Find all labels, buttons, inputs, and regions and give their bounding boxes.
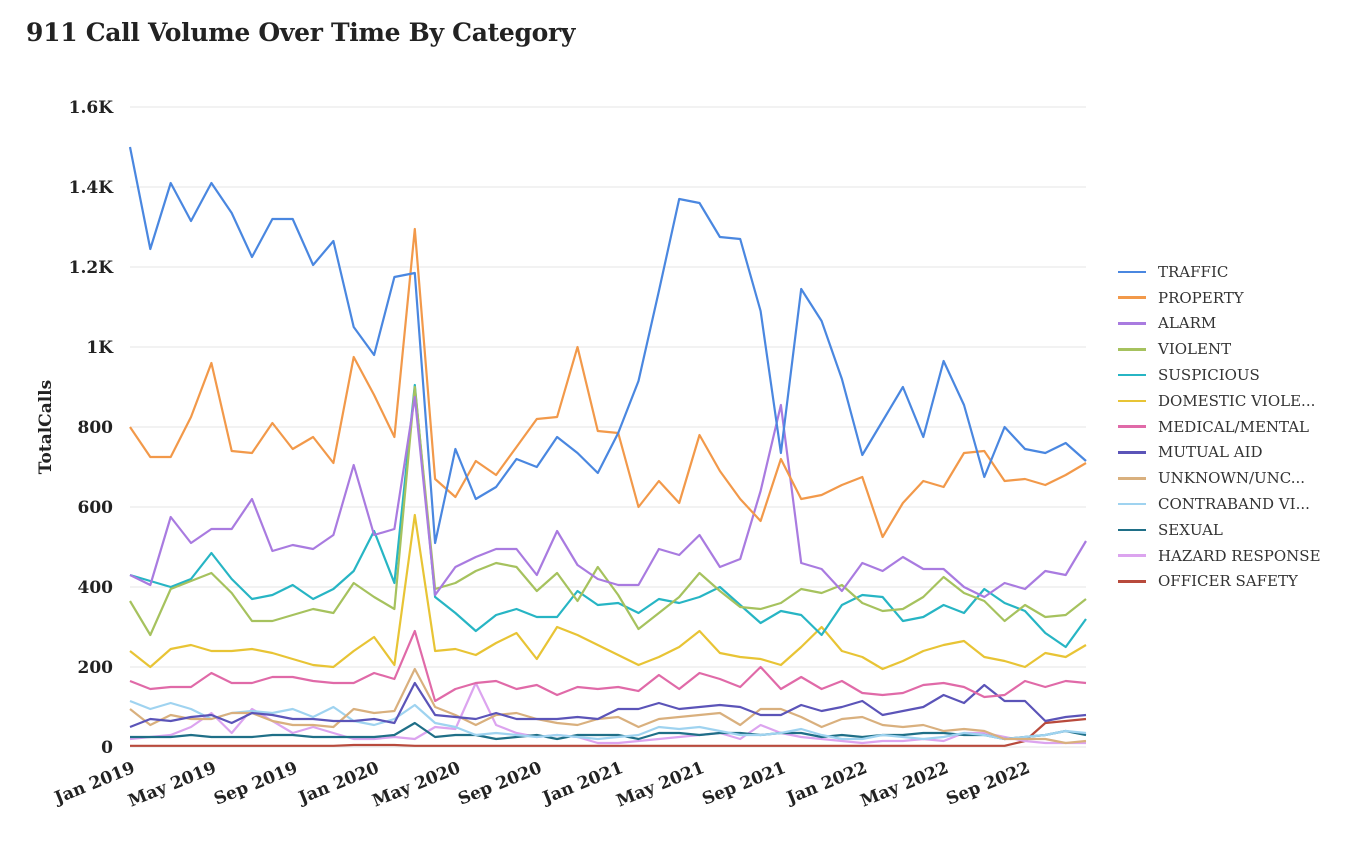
legend-swatch: [1118, 528, 1146, 532]
legend-item[interactable]: OFFICER SAFETY: [1118, 569, 1321, 595]
legend-label: DOMESTIC VIOLE...: [1158, 391, 1316, 410]
x-tick-label: Jan 2022: [782, 758, 870, 809]
legend-label: ALARM: [1158, 314, 1217, 333]
chart-title: 911 Call Volume Over Time By Category: [26, 18, 576, 47]
legend-item[interactable]: DOMESTIC VIOLE...: [1118, 388, 1321, 414]
legend-label: MEDICAL/MENTAL: [1158, 417, 1309, 436]
legend-swatch: [1118, 580, 1146, 583]
legend-item[interactable]: CONTRABAND VI...: [1118, 491, 1321, 517]
legend-label: PROPERTY: [1158, 288, 1244, 307]
legend-item[interactable]: SUSPICIOUS: [1118, 362, 1321, 388]
series-line-property[interactable]: [129, 227, 1087, 539]
legend-label: OFFICER SAFETY: [1158, 572, 1298, 591]
x-tick-label: May 2020: [370, 758, 464, 811]
legend-label: MUTUAL AID: [1158, 443, 1263, 462]
y-tick-label: 1.2K: [69, 258, 115, 278]
series-line-mutual-aid[interactable]: [129, 681, 1087, 729]
legend-swatch: [1118, 502, 1146, 506]
x-tick-label: Jan 2019: [50, 758, 138, 809]
legend-item[interactable]: HAZARD RESPONSE: [1118, 543, 1321, 569]
legend-item[interactable]: ALARM: [1118, 311, 1321, 337]
legend-swatch: [1118, 399, 1146, 403]
legend-swatch: [1118, 373, 1146, 377]
x-tick-label: Jan 2020: [294, 758, 382, 809]
y-axis-label: TotalCalls: [36, 380, 56, 474]
x-tick-label: May 2019: [126, 758, 220, 811]
legend-swatch: [1118, 425, 1146, 428]
y-tick-label: 0: [101, 738, 113, 758]
y-axis-ticks: 0 200 400 600 800 1K 1.2K 1.4K 1.6K: [69, 98, 115, 758]
legend-item[interactable]: VIOLENT: [1118, 336, 1321, 362]
legend-swatch: [1118, 270, 1146, 274]
legend-item[interactable]: TRAFFIC: [1118, 259, 1321, 285]
legend-swatch: [1118, 451, 1146, 454]
legend-swatch: [1118, 477, 1146, 480]
legend-label: SUSPICIOUS: [1158, 366, 1260, 385]
series-line-officer-safety[interactable]: [130, 717, 1087, 747]
legend-item[interactable]: MUTUAL AID: [1118, 440, 1321, 466]
y-tick-label: 200: [78, 658, 114, 678]
y-tick-label: 400: [78, 578, 114, 598]
series-line-medical-mental[interactable]: [129, 629, 1087, 703]
series-line-contraband-violations[interactable]: [129, 699, 1087, 741]
legend-item[interactable]: MEDICAL/MENTAL: [1118, 414, 1321, 440]
series-line-alarm[interactable]: [129, 395, 1087, 599]
x-tick-label: Sep 2019: [211, 758, 300, 810]
x-tick-label: Sep 2022: [944, 758, 1033, 810]
series-line-suspicious[interactable]: [129, 383, 1087, 649]
y-tick-label: 1K: [86, 338, 114, 358]
legend-label: TRAFFIC: [1158, 262, 1229, 281]
y-tick-label: 1.6K: [69, 98, 115, 118]
legend-label: CONTRABAND VI...: [1158, 495, 1310, 514]
x-tick-label: Jan 2021: [538, 758, 626, 809]
x-tick-label: May 2021: [614, 758, 708, 811]
legend-label: HAZARD RESPONSE: [1158, 546, 1321, 565]
legend-swatch: [1118, 296, 1146, 299]
x-tick-label: Sep 2020: [455, 758, 544, 810]
legend-swatch: [1118, 348, 1146, 351]
y-tick-label: 1.4K: [69, 178, 115, 198]
legend-item[interactable]: SEXUAL: [1118, 517, 1321, 543]
legend-label: UNKNOWN/UNC...: [1158, 469, 1306, 488]
legend-item[interactable]: PROPERTY: [1118, 285, 1321, 311]
legend-item[interactable]: UNKNOWN/UNC...: [1118, 465, 1321, 491]
x-tick-label: Sep 2021: [699, 758, 788, 810]
y-tick-label: 800: [78, 418, 114, 438]
series-line-sexual[interactable]: [130, 721, 1087, 741]
x-tick-label: May 2022: [858, 758, 952, 811]
legend-swatch: [1118, 322, 1146, 325]
legend-label: VIOLENT: [1158, 340, 1232, 359]
legend: TRAFFIC PROPERTY ALARM VIOLENT SUSPICIOUS DOM…: [1118, 259, 1321, 594]
legend-label: SEXUAL: [1158, 520, 1223, 539]
series-line-unknown-unclassified[interactable]: [129, 667, 1087, 745]
series-line-domestic-violence[interactable]: [129, 513, 1087, 671]
series-line-traffic[interactable]: [128, 146, 1087, 545]
y-tick-label: 600: [78, 498, 114, 518]
series-lines: [128, 146, 1087, 747]
legend-swatch: [1118, 554, 1146, 557]
